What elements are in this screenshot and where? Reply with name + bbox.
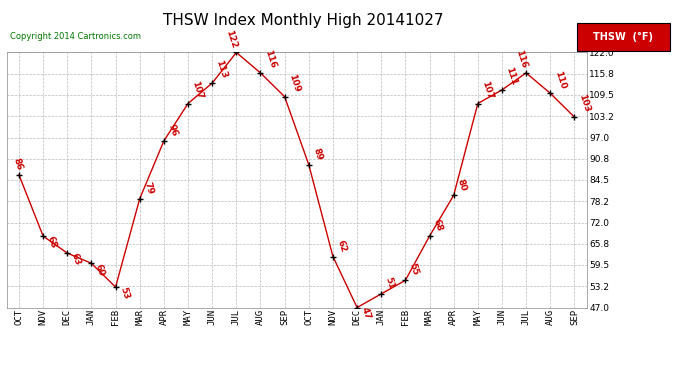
- Text: 116: 116: [263, 49, 277, 69]
- Text: 109: 109: [287, 73, 302, 93]
- Text: THSW  (°F): THSW (°F): [593, 32, 653, 42]
- Text: 53: 53: [118, 286, 130, 301]
- Text: 86: 86: [12, 157, 24, 171]
- Text: 103: 103: [577, 93, 591, 114]
- Text: 107: 107: [190, 80, 205, 100]
- Text: 68: 68: [46, 235, 58, 250]
- Text: Copyright 2014 Cartronics.com: Copyright 2014 Cartronics.com: [10, 32, 141, 41]
- Text: 55: 55: [408, 262, 420, 277]
- Text: 79: 79: [142, 180, 155, 195]
- Text: 96: 96: [166, 123, 179, 138]
- Text: 80: 80: [456, 177, 469, 192]
- Text: 47: 47: [359, 306, 372, 321]
- Text: 63: 63: [70, 252, 82, 267]
- Text: 51: 51: [384, 276, 396, 291]
- Text: 111: 111: [504, 66, 519, 87]
- Text: 89: 89: [311, 147, 324, 161]
- Text: 68: 68: [432, 218, 444, 233]
- Text: 107: 107: [480, 80, 495, 100]
- Text: 116: 116: [514, 49, 529, 69]
- Text: 113: 113: [215, 59, 229, 80]
- Text: 110: 110: [553, 69, 567, 90]
- Text: 60: 60: [94, 262, 106, 277]
- Text: THSW Index Monthly High 20141027: THSW Index Monthly High 20141027: [164, 13, 444, 28]
- Text: 62: 62: [335, 238, 348, 253]
- Text: 122: 122: [224, 28, 239, 49]
